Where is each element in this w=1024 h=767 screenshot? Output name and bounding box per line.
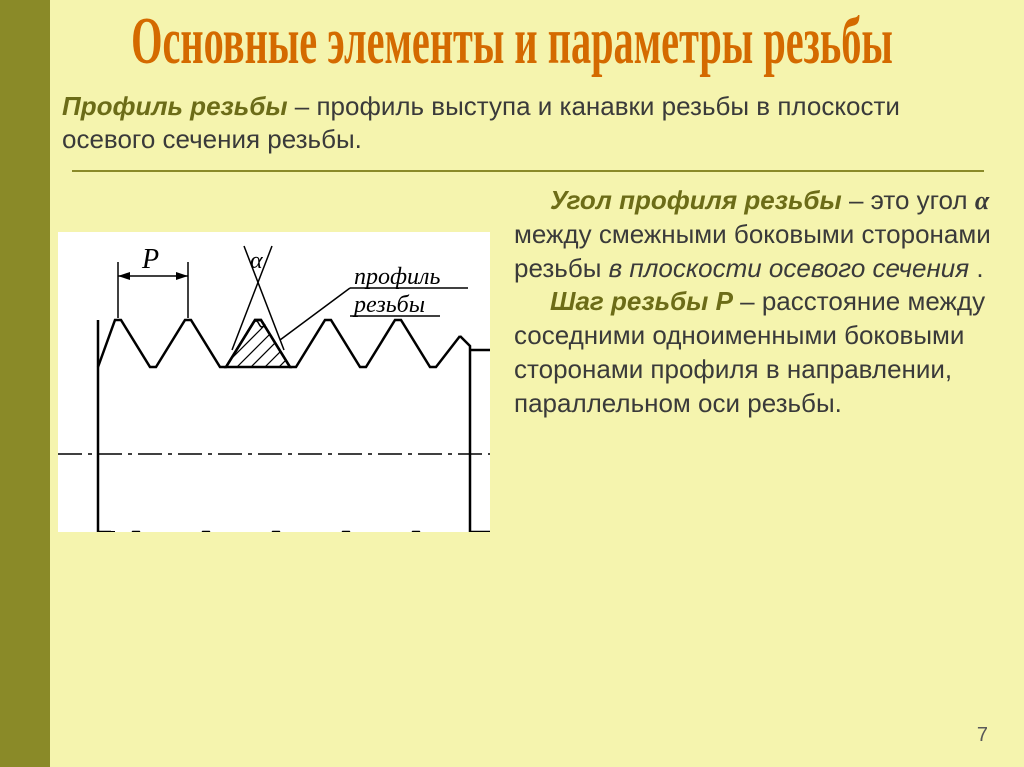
intro-paragraph: Профиль резьбы – профиль выступа и канав… <box>62 90 994 155</box>
angle-paragraph: Угол профиля резьбы – это угол α между с… <box>514 184 994 285</box>
slide-title: Основные элементы и параметры резьбы <box>20 4 1003 81</box>
right-paragraphs: Угол профиля резьбы – это угол α между с… <box>514 184 994 421</box>
sidebar-olive <box>0 0 50 767</box>
angle-alpha: α <box>975 186 989 215</box>
figure-label-p: P <box>141 244 159 275</box>
angle-a: – это угол <box>842 185 975 215</box>
figure-label-profile-2: резьбы <box>352 292 425 318</box>
thread-diagram: P α профиль резьбы <box>58 232 490 532</box>
pitch-term: Шаг резьбы Р <box>550 286 733 316</box>
angle-end: . <box>969 253 983 283</box>
figure-label-alpha: α <box>250 248 263 274</box>
intro-term: Профиль резьбы <box>62 91 288 121</box>
intro-underline <box>72 170 984 172</box>
figure-label-profile-1: профиль <box>354 264 441 290</box>
page-number: 7 <box>977 724 988 747</box>
pitch-paragraph: Шаг резьбы Р – расстояние между соседним… <box>514 285 994 420</box>
angle-term: Угол профиля резьбы <box>550 185 842 215</box>
angle-axial: в плоскости осевого сечения <box>609 253 969 283</box>
